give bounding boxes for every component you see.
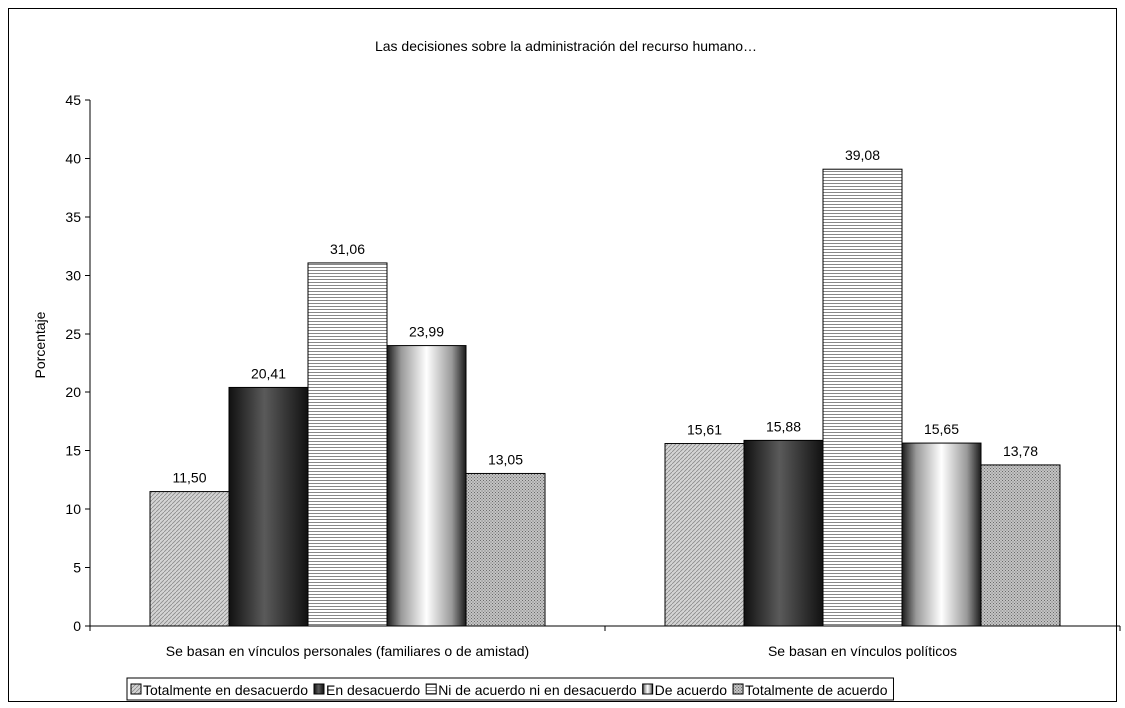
y-tick-label: 30 xyxy=(65,267,81,283)
bar-1-cat-2 xyxy=(664,443,745,627)
y-tick-label: 10 xyxy=(65,501,81,517)
data-label: 11,50 xyxy=(173,470,207,486)
legend: Totalmente en desacuerdo En desacuerdo Ni … xyxy=(126,677,894,701)
y-axis: 0 5 10 15 20 25 30 35 40 45 xyxy=(65,92,91,634)
data-label: 13,78 xyxy=(1003,443,1038,459)
data-label: 15,61 xyxy=(687,422,722,438)
category-labels: Se basan en vínculos personales (familia… xyxy=(166,643,957,659)
y-tick-label: 15 xyxy=(65,443,81,459)
chart-frame xyxy=(8,8,1117,702)
data-label: 31,06 xyxy=(330,241,365,257)
legend-entry: Ni de acuerdo ni en desacuerdo xyxy=(438,682,637,698)
y-tick-label: 40 xyxy=(65,150,81,166)
data-label: 13,05 xyxy=(488,451,523,467)
legend-swatch xyxy=(425,683,437,695)
bar-2-cat-2 xyxy=(743,439,824,627)
legend-entry: Totalmente en desacuerdo xyxy=(143,682,308,698)
legend-entry: Totalmente de acuerdo xyxy=(745,682,888,698)
data-labels: 11,50 20,41 31,06 23,99 13,05 15,61 15,88 39,08… xyxy=(173,147,1039,485)
data-label: 15,65 xyxy=(924,421,959,437)
bar-3-cat-1 xyxy=(307,262,388,627)
legend-entry: De acuerdo xyxy=(655,682,728,698)
legend-swatch xyxy=(130,683,142,695)
bar-3-cat-2 xyxy=(822,168,903,627)
y-axis-label: Porcentaje xyxy=(32,311,48,378)
legend-swatch xyxy=(642,683,654,695)
category-label: Se basan en vínculos políticos xyxy=(768,643,957,659)
y-tick-label: 20 xyxy=(65,384,81,400)
data-label: 23,99 xyxy=(409,324,444,340)
bar-5-cat-2 xyxy=(980,464,1061,627)
bars xyxy=(149,168,1061,627)
category-label: Se basan en vínculos personales (familia… xyxy=(166,643,529,659)
data-label: 15,88 xyxy=(766,418,801,434)
y-tick-label: 5 xyxy=(73,560,81,576)
legend-swatch xyxy=(732,683,744,695)
bar-5-cat-1 xyxy=(465,472,546,627)
legend-swatch xyxy=(313,683,325,695)
legend-entry: En desacuerdo xyxy=(326,682,420,698)
data-label: 39,08 xyxy=(845,147,880,163)
data-label: 20,41 xyxy=(251,365,286,381)
y-tick-label: 35 xyxy=(65,209,81,225)
chart-title: Las decisiones sobre la administración d… xyxy=(375,38,757,54)
x-axis xyxy=(89,625,1121,631)
bar-2-cat-1 xyxy=(228,386,309,627)
y-tick-label: 45 xyxy=(65,92,81,108)
bar-1-cat-1 xyxy=(149,491,230,627)
bar-4-cat-2 xyxy=(901,442,982,627)
y-tick-label: 0 xyxy=(73,618,81,634)
y-tick-label: 25 xyxy=(65,326,81,342)
bar-4-cat-1 xyxy=(386,345,467,627)
